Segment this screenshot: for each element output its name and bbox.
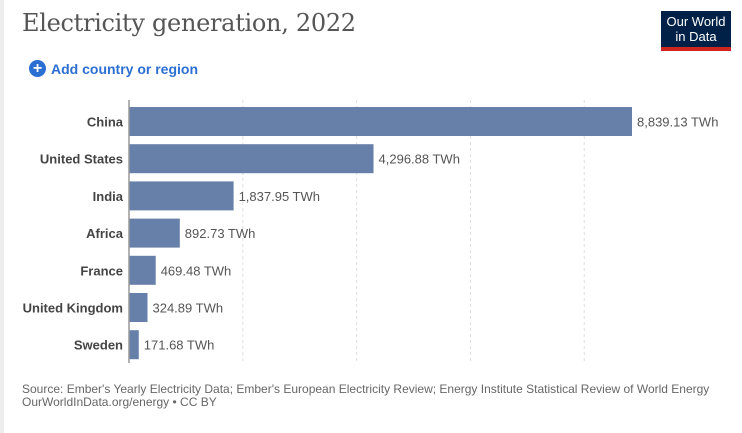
bar-africa[interactable] xyxy=(129,218,180,248)
owid-logo[interactable]: Our World in Data xyxy=(661,11,731,51)
logo-line-2: in Data xyxy=(675,29,717,44)
bar-united-kingdom[interactable] xyxy=(129,293,148,322)
category-label[interactable]: France xyxy=(80,263,123,278)
bar-china[interactable] xyxy=(129,107,632,136)
bar-france[interactable] xyxy=(129,255,156,285)
add-country-label: Add country or region xyxy=(51,60,198,77)
category-label[interactable]: United States xyxy=(40,152,123,167)
left-border xyxy=(0,0,4,433)
category-label[interactable]: Africa xyxy=(86,226,124,241)
credit-note: OurWorldInData.org/energy • CC BY xyxy=(22,395,217,409)
category-label[interactable]: United Kingdom xyxy=(23,301,123,316)
value-label: 4,296.88 TWh xyxy=(379,152,460,167)
chart-title: Electricity generation, 2022 xyxy=(22,9,356,37)
bar-united-states[interactable] xyxy=(129,144,374,174)
value-label: 171.68 TWh xyxy=(144,338,215,353)
add-country-button[interactable]: + Add country or region xyxy=(29,60,198,77)
logo-line-1: Our World xyxy=(666,14,726,29)
bar-india[interactable] xyxy=(129,181,234,211)
category-label[interactable]: India xyxy=(93,189,124,204)
value-label: 8,839.13 TWh xyxy=(637,115,718,130)
plus-circle-icon: + xyxy=(29,60,46,77)
source-note: Source: Ember's Yearly Electricity Data;… xyxy=(22,382,710,396)
value-label: 469.48 TWh xyxy=(161,263,232,278)
bar-chart: China 8,839.13 TWh United States 4,296.88 T… xyxy=(23,100,718,363)
logo-red-bar xyxy=(661,47,731,51)
value-label: 324.89 TWh xyxy=(152,301,223,316)
value-label: 892.73 TWh xyxy=(185,226,256,241)
value-label: 1,837.95 TWh xyxy=(239,189,320,204)
category-label[interactable]: China xyxy=(87,115,124,130)
bar-sweden[interactable] xyxy=(129,330,139,360)
category-label[interactable]: Sweden xyxy=(74,338,123,353)
footer: Source: Ember's Yearly Electricity Data;… xyxy=(22,383,722,409)
